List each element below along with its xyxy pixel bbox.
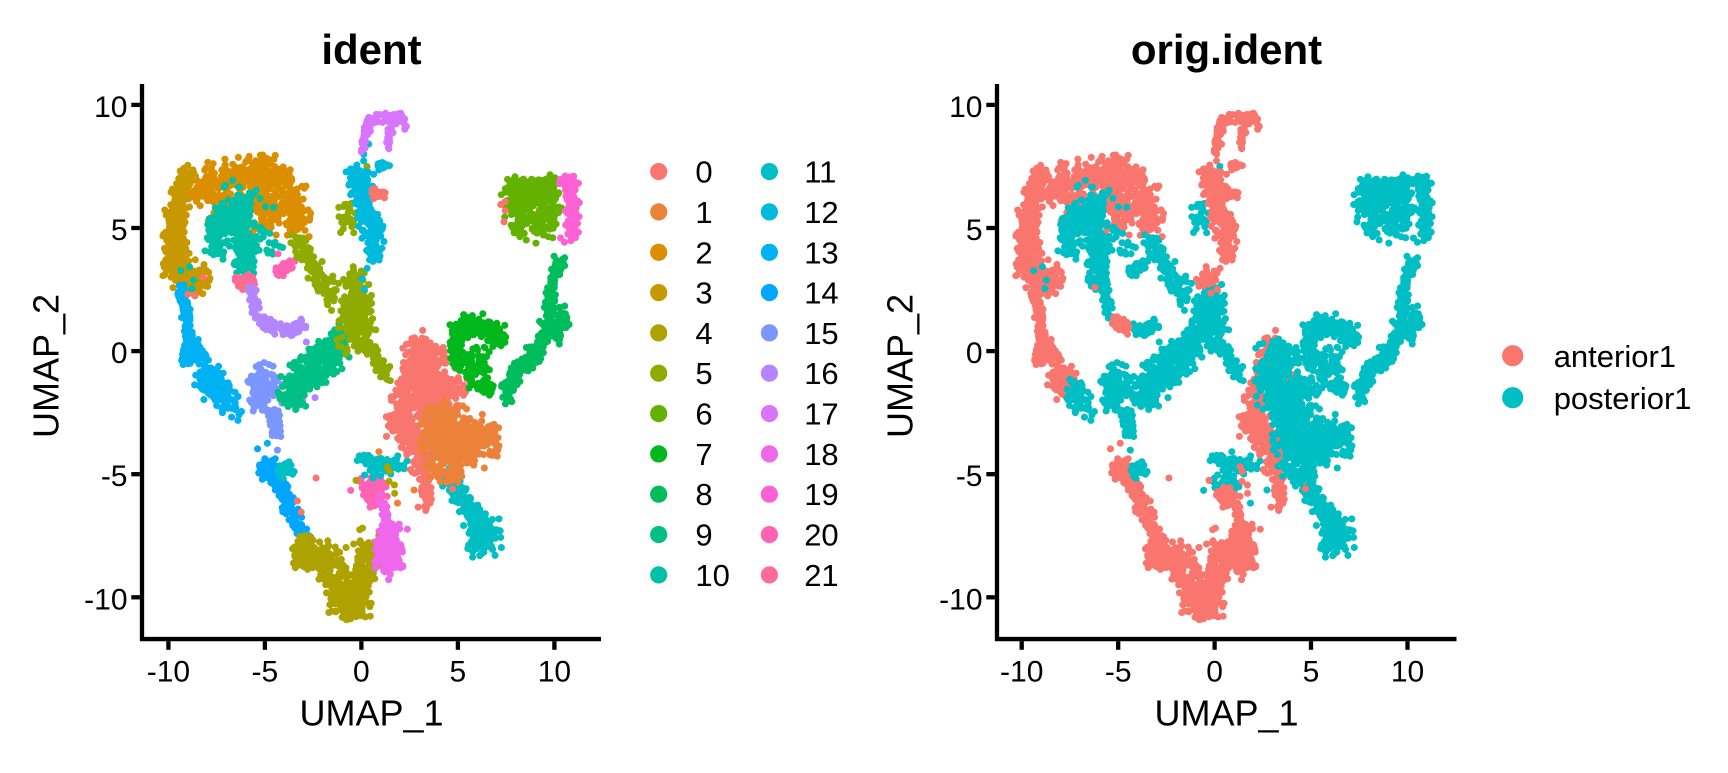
- svg-text:3: 3: [695, 276, 712, 311]
- svg-text:0: 0: [353, 655, 370, 688]
- svg-text:1: 1: [695, 195, 712, 230]
- svg-text:-10: -10: [1000, 655, 1043, 688]
- svg-text:16: 16: [804, 356, 838, 391]
- svg-text:ident: ident: [321, 26, 421, 73]
- svg-text:orig.ident: orig.ident: [1131, 26, 1322, 73]
- svg-text:15: 15: [804, 316, 838, 351]
- svg-text:5: 5: [966, 214, 983, 247]
- svg-text:0: 0: [111, 337, 128, 370]
- svg-text:-10: -10: [939, 583, 982, 616]
- svg-text:anterior1: anterior1: [1554, 339, 1676, 374]
- svg-text:19: 19: [804, 477, 838, 512]
- svg-text:-5: -5: [252, 655, 279, 688]
- svg-text:10: 10: [94, 91, 127, 124]
- svg-text:5: 5: [1303, 655, 1320, 688]
- svg-text:UMAP_1: UMAP_1: [299, 693, 443, 734]
- svg-text:17: 17: [804, 397, 838, 432]
- svg-text:-5: -5: [101, 460, 128, 493]
- svg-text:-10: -10: [147, 655, 190, 688]
- svg-text:-5: -5: [1105, 655, 1132, 688]
- svg-text:11: 11: [804, 155, 836, 190]
- svg-text:7: 7: [695, 437, 712, 472]
- svg-text:10: 10: [949, 91, 982, 124]
- svg-text:UMAP_2: UMAP_2: [880, 294, 921, 438]
- svg-text:20: 20: [804, 518, 838, 553]
- svg-text:-10: -10: [84, 583, 127, 616]
- svg-text:-5: -5: [956, 460, 983, 493]
- svg-text:5: 5: [450, 655, 467, 688]
- svg-text:6: 6: [695, 397, 712, 432]
- svg-text:0: 0: [966, 337, 983, 370]
- svg-text:18: 18: [804, 437, 838, 472]
- svg-text:10: 10: [1391, 655, 1424, 688]
- svg-text:5: 5: [111, 214, 128, 247]
- svg-text:0: 0: [1206, 655, 1223, 688]
- svg-text:10: 10: [695, 558, 729, 593]
- svg-text:5: 5: [695, 356, 712, 391]
- svg-text:12: 12: [804, 195, 838, 230]
- svg-text:13: 13: [804, 235, 838, 270]
- svg-text:14: 14: [804, 276, 838, 311]
- svg-text:UMAP_2: UMAP_2: [26, 294, 67, 438]
- svg-text:21: 21: [804, 558, 838, 593]
- svg-text:2: 2: [695, 235, 712, 270]
- svg-text:0: 0: [695, 155, 712, 190]
- svg-text:4: 4: [695, 316, 712, 351]
- svg-text:9: 9: [695, 518, 712, 553]
- svg-text:posterior1: posterior1: [1554, 381, 1692, 416]
- svg-text:UMAP_1: UMAP_1: [1154, 693, 1298, 734]
- svg-text:10: 10: [538, 655, 571, 688]
- svg-text:8: 8: [695, 477, 712, 512]
